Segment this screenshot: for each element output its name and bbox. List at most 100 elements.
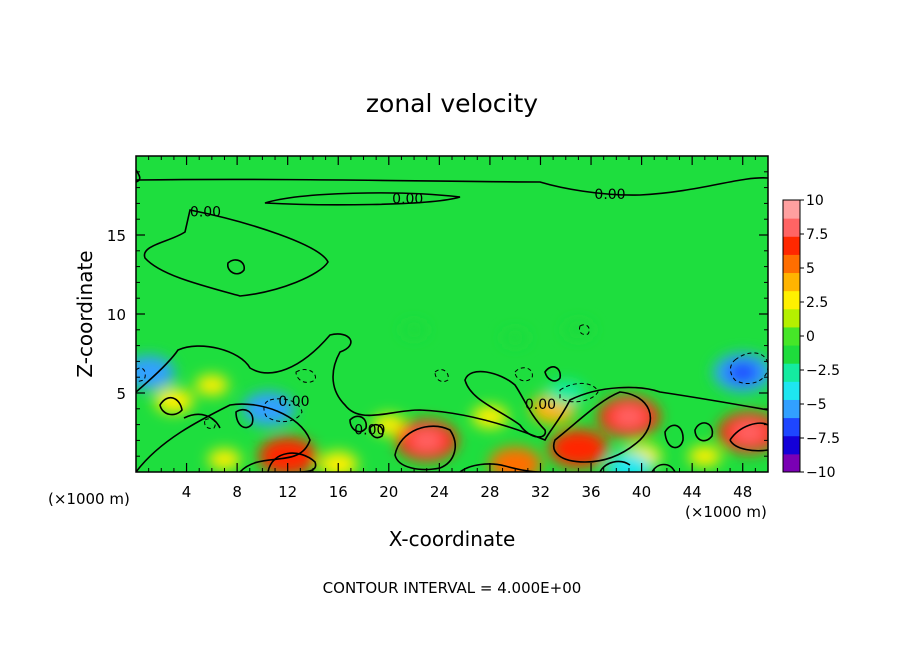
colorbar-swatch [783, 381, 800, 400]
contour-line [143, 209, 329, 297]
x-tick-label: 12 [278, 483, 297, 501]
contour-label: 0.00 [392, 192, 423, 208]
contour-line [263, 398, 303, 422]
contour-line [204, 418, 216, 429]
contour-labels: 0.00 0.00 0.00 0.00 0.00 0.00 [190, 187, 626, 438]
field-feature-core [732, 421, 766, 444]
field-feature [546, 380, 586, 406]
contour-line [136, 403, 311, 472]
contour-line [514, 367, 533, 382]
x-tick-label: 4 [182, 483, 192, 501]
colorbar-swatch [783, 290, 800, 310]
colorbar-tick-label: 7.5 [806, 227, 828, 243]
colorbar-swatch [783, 453, 800, 473]
colorbar-swatch [783, 200, 800, 219]
colorbar-swatch [783, 218, 800, 237]
colorbar-swatch [783, 345, 800, 364]
contour-line [599, 460, 676, 472]
contour-line [295, 369, 316, 383]
x-unit-right: (×1000 m) [685, 503, 767, 521]
colorbar-swatch [783, 254, 800, 274]
plot-area: 0.000.00 0.000.000.000.00 4 8 12 16 20 24 28 32 3… [107, 155, 769, 501]
contour-line [553, 391, 652, 463]
field-feature-core [271, 445, 304, 467]
colorbar-tick-label: −5 [806, 397, 827, 413]
x-tick-label: 40 [632, 483, 651, 501]
field-feature-core [562, 437, 595, 459]
contour-line [394, 425, 456, 471]
contour-line [464, 370, 546, 438]
contour-line [136, 367, 146, 383]
contour-line [349, 415, 368, 433]
colorbar-tick-label: 10 [806, 193, 824, 209]
field-feature [563, 320, 594, 340]
chart-title: zonal velocity [366, 89, 538, 118]
field-feature [606, 452, 652, 472]
contour-lines [136, 169, 768, 472]
field-feature-core [612, 405, 646, 428]
colorbar-swatch [783, 272, 800, 292]
contour-line [136, 333, 768, 442]
x-tick-label: 44 [683, 483, 702, 501]
field-feature-core [500, 454, 530, 472]
contour-label: 0.00 [190, 204, 221, 220]
x-tick-label: 28 [480, 483, 499, 501]
contour-label: 0.00 [354, 422, 385, 438]
x-tick-label: 8 [232, 483, 242, 501]
contour-line [664, 424, 684, 449]
x-tick-label: 24 [430, 483, 449, 501]
x-tick-label: 20 [379, 483, 398, 501]
contour-interval-note: CONTOUR INTERVAL = 4.000E+00 [323, 579, 582, 597]
contour-line [369, 423, 384, 439]
field-feature [400, 321, 428, 338]
plot-background [136, 156, 768, 472]
field-feature [502, 329, 529, 346]
contour-line [136, 177, 768, 196]
contour-line [227, 259, 246, 275]
y-tick-label: 10 [107, 306, 126, 324]
field-feature-core [136, 363, 163, 382]
x-unit-left: (×1000 m) [48, 490, 130, 508]
field-feature [372, 414, 406, 435]
field-feature [318, 451, 358, 472]
contour-line [559, 383, 599, 403]
colorbar-tick-label: 5 [806, 261, 815, 277]
contour-line [159, 396, 183, 416]
colorbar-swatch [783, 435, 800, 455]
colorbar-tick-label: 0 [806, 329, 815, 345]
contour-line [730, 352, 768, 384]
contour-line [264, 192, 461, 206]
x-axis-label: X-coordinate [389, 527, 516, 551]
colorbar-swatch [783, 399, 800, 419]
x-tick-label: 32 [531, 483, 550, 501]
contour-label: 0.00 [594, 187, 625, 203]
colorbar-tick-label: −2.5 [806, 363, 840, 379]
contour-label: 0.00 [278, 394, 309, 410]
y-tick-label: 5 [116, 385, 126, 403]
colorbar-swatch [783, 326, 800, 346]
colorbar: 10 7.5 5 2.5 0 −2.5 −5 −7.5 −10 [782, 193, 840, 481]
x-tick-label: 16 [329, 483, 348, 501]
colorbar-tick-label: −7.5 [806, 431, 840, 447]
y-tick-label: 15 [107, 227, 126, 245]
x-axis-ticks: 4 8 12 16 20 24 28 32 36 40 44 48 [148, 156, 756, 501]
colorbar-swatch [783, 236, 800, 255]
field-feature [195, 374, 229, 396]
colorbar-swatch [783, 308, 800, 328]
colorbar-tick-label: −10 [806, 465, 836, 481]
contour-line [729, 422, 768, 452]
x-tick-label: 48 [733, 483, 752, 501]
field-feature [688, 445, 722, 467]
y-axis-ticks: 5 10 15 [107, 171, 768, 457]
field-feature-core [409, 429, 444, 452]
colorbar-swatch [783, 417, 800, 437]
contour-line [694, 422, 714, 442]
velocity-field [136, 320, 768, 472]
field-feature [154, 388, 194, 414]
contour-line [183, 408, 254, 429]
x-tick-label: 36 [581, 483, 600, 501]
contour-label: 0.00 [525, 397, 556, 413]
colorbar-tick-label: 2.5 [806, 295, 828, 311]
negative-contours [136, 324, 768, 429]
